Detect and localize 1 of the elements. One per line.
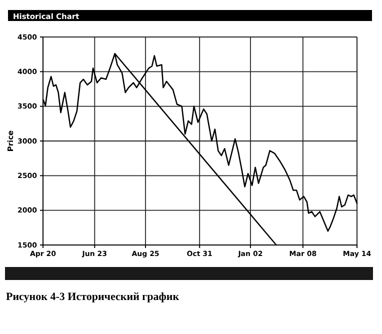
text: Рисунок 4-3 Исторический график [6, 291, 180, 303]
